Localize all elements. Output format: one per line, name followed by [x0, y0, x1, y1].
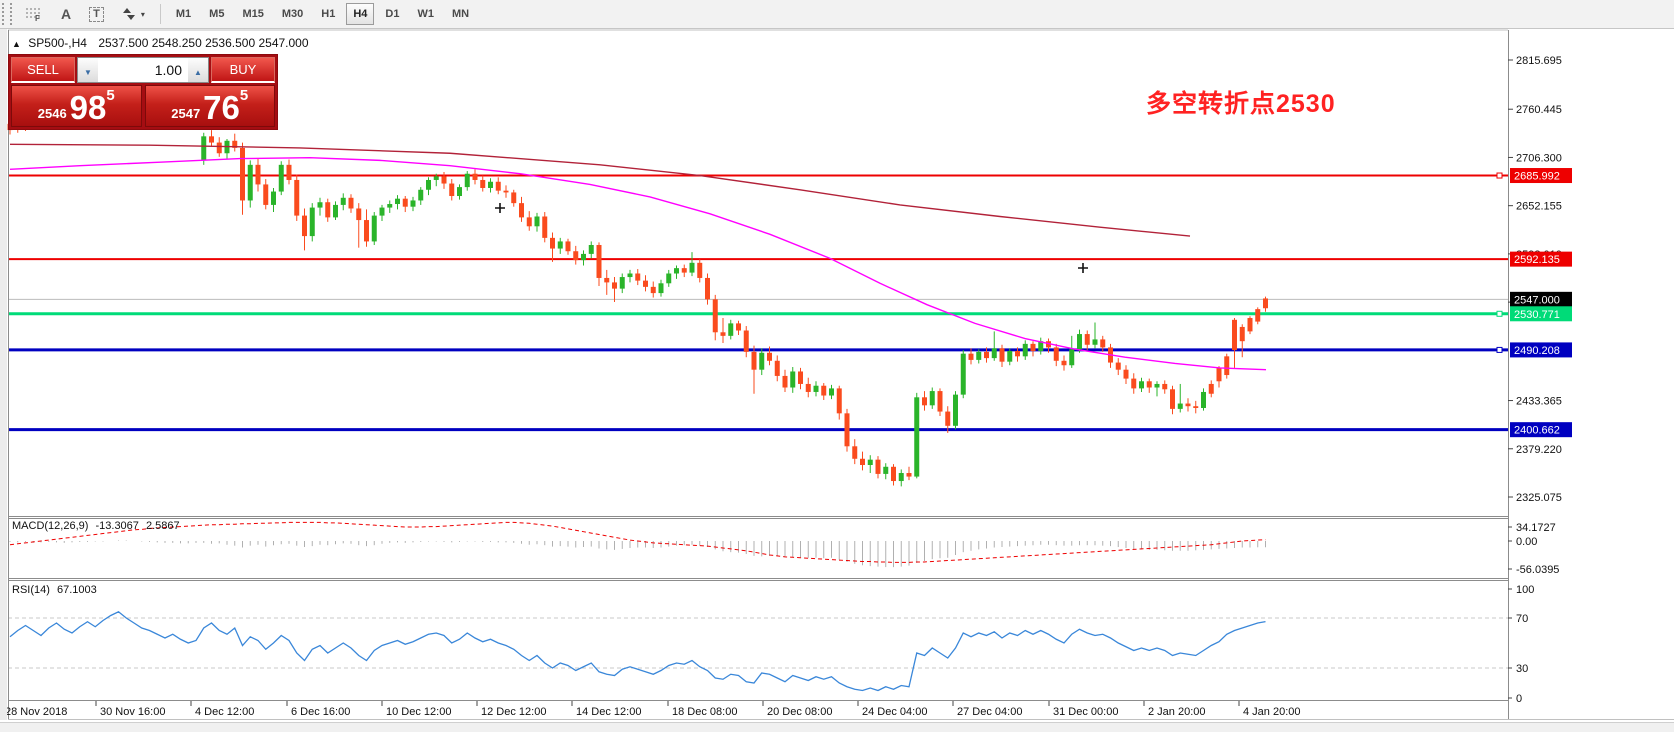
- text-box-tool[interactable]: T: [82, 3, 111, 25]
- svg-text:20 Dec 08:00: 20 Dec 08:00: [767, 706, 832, 718]
- chevron-down-icon: ▾: [140, 9, 145, 19]
- timeframe-m5[interactable]: M5: [202, 3, 231, 25]
- timeframe-buttons: M1 M5 M15 M30 H1 H4 D1 W1 MN: [167, 3, 478, 25]
- svg-text:2490.208: 2490.208: [1514, 345, 1560, 357]
- sell-price-sup: 5: [106, 87, 115, 104]
- rsi-label: RSI(14): [12, 584, 50, 596]
- svg-text:0.00: 0.00: [1516, 536, 1537, 548]
- triangle-icon: ▲: [12, 39, 21, 49]
- svg-text:2706.300: 2706.300: [1516, 152, 1562, 164]
- svg-text:30: 30: [1516, 663, 1528, 675]
- grid-f-icon: F: [26, 8, 40, 22]
- volume-decrease-button[interactable]: ▼: [78, 58, 98, 82]
- svg-text:18 Dec 08:00: 18 Dec 08:00: [672, 706, 737, 718]
- svg-text:31 Dec 00:00: 31 Dec 00:00: [1053, 706, 1118, 718]
- macd-label: MACD(12,26,9): [12, 520, 89, 532]
- svg-text:4 Dec 12:00: 4 Dec 12:00: [195, 706, 254, 718]
- chevron-down-icon: ▼: [84, 67, 92, 77]
- svg-text:2433.365: 2433.365: [1516, 396, 1562, 408]
- buy-price-big: 76: [203, 89, 240, 126]
- toolbar-grip[interactable]: [2, 3, 12, 25]
- buy-price-small: 2547: [171, 106, 201, 121]
- buy-price-sup: 5: [239, 87, 249, 104]
- rsi-header: RSI(14) 67.1003: [12, 584, 97, 596]
- svg-text:6 Dec 16:00: 6 Dec 16:00: [291, 706, 350, 718]
- sell-price-big: 98: [69, 89, 107, 126]
- rsi-line: [9, 610, 1266, 692]
- sell-price-box[interactable]: 2546 98 5: [11, 85, 142, 127]
- letter-a-icon: A: [61, 6, 72, 22]
- buy-price-box[interactable]: 2547 76 5: [144, 85, 275, 127]
- volume-stepper: ▼ ▲: [77, 57, 209, 83]
- svg-text:2400.662: 2400.662: [1514, 425, 1560, 437]
- svg-text:2325.075: 2325.075: [1516, 492, 1562, 504]
- macd-signal-line: [9, 521, 1266, 563]
- svg-text:2685.992: 2685.992: [1514, 171, 1560, 183]
- svg-text:2547.000: 2547.000: [1514, 294, 1560, 306]
- letter-t-icon: T: [89, 6, 104, 22]
- timeframe-m15[interactable]: M15: [235, 3, 270, 25]
- window-left-border: [0, 28, 7, 720]
- svg-text:2760.445: 2760.445: [1516, 104, 1562, 116]
- svg-text:2592.135: 2592.135: [1514, 254, 1560, 266]
- cross-marker: [1078, 263, 1088, 273]
- buy-button[interactable]: BUY: [211, 57, 275, 83]
- svg-text:0: 0: [1516, 693, 1522, 705]
- svg-text:27 Dec 04:00: 27 Dec 04:00: [957, 706, 1022, 718]
- indicators-icon[interactable]: F: [18, 3, 50, 25]
- svg-text:12 Dec 12:00: 12 Dec 12:00: [481, 706, 546, 718]
- toolbar-separator: [159, 4, 161, 24]
- timeframe-mn[interactable]: MN: [445, 3, 476, 25]
- svg-text:2652.155: 2652.155: [1516, 201, 1562, 213]
- timeframe-m30[interactable]: M30: [275, 3, 310, 25]
- sort-arrows-icon: [122, 8, 135, 20]
- svg-text:F: F: [35, 14, 40, 22]
- timeframe-w1[interactable]: W1: [410, 3, 441, 25]
- svg-text:30 Nov 16:00: 30 Nov 16:00: [100, 706, 165, 718]
- volume-increase-button[interactable]: ▲: [188, 58, 208, 82]
- timeframe-h1[interactable]: H1: [314, 3, 342, 25]
- window-bottom-border: [0, 722, 1674, 732]
- volume-input[interactable]: [98, 58, 188, 82]
- svg-text:2530.771: 2530.771: [1514, 309, 1560, 321]
- svg-text:2815.695: 2815.695: [1516, 55, 1562, 67]
- svg-text:10 Dec 12:00: 10 Dec 12:00: [386, 706, 451, 718]
- svg-text:100: 100: [1516, 584, 1534, 596]
- symbol-ohlc-header: ▲ SP500-,H4 2537.500 2548.250 2536.500 2…: [12, 36, 309, 50]
- MA slow: [9, 143, 1191, 237]
- symbol-name: SP500-,H4: [28, 36, 87, 50]
- svg-text:34.1727: 34.1727: [1516, 522, 1556, 534]
- svg-text:14 Dec 12:00: 14 Dec 12:00: [576, 706, 641, 718]
- svg-text:-56.0395: -56.0395: [1516, 564, 1559, 576]
- timeframe-d1[interactable]: D1: [378, 3, 406, 25]
- ohlc-values: 2537.500 2548.250 2536.500 2547.000: [98, 36, 309, 50]
- cross-marker: [495, 203, 505, 213]
- timeframe-m1[interactable]: M1: [169, 3, 198, 25]
- chevron-up-icon: ▲: [194, 67, 202, 77]
- svg-text:28 Nov 2018: 28 Nov 2018: [5, 706, 67, 718]
- sell-price-small: 2546: [37, 106, 67, 121]
- MA fast: [9, 157, 1267, 371]
- sell-button[interactable]: SELL: [11, 57, 75, 83]
- macd-value: -13.3067: [95, 520, 139, 532]
- text-label-tool[interactable]: A: [54, 3, 78, 25]
- rsi-value: 67.1003: [56, 584, 97, 596]
- svg-text:2 Jan 20:00: 2 Jan 20:00: [1148, 706, 1206, 718]
- toolbar: F A T ▾ M1 M5 M15 M30 H1 H4 D1 W1 MN: [0, 0, 1674, 29]
- svg-text:24 Dec 04:00: 24 Dec 04:00: [862, 706, 927, 718]
- objects-tool[interactable]: ▾: [115, 3, 152, 25]
- macd-header: MACD(12,26,9) -13.3067 2.5867: [12, 520, 180, 532]
- timeframe-h4[interactable]: H4: [346, 3, 375, 25]
- svg-text:4 Jan 20:00: 4 Jan 20:00: [1243, 706, 1301, 718]
- chart-annotation-text: 多空转折点2530: [1146, 90, 1336, 118]
- macd-signal-value: 2.5867: [145, 520, 180, 532]
- svg-text:2379.220: 2379.220: [1516, 444, 1562, 456]
- svg-text:70: 70: [1516, 613, 1528, 625]
